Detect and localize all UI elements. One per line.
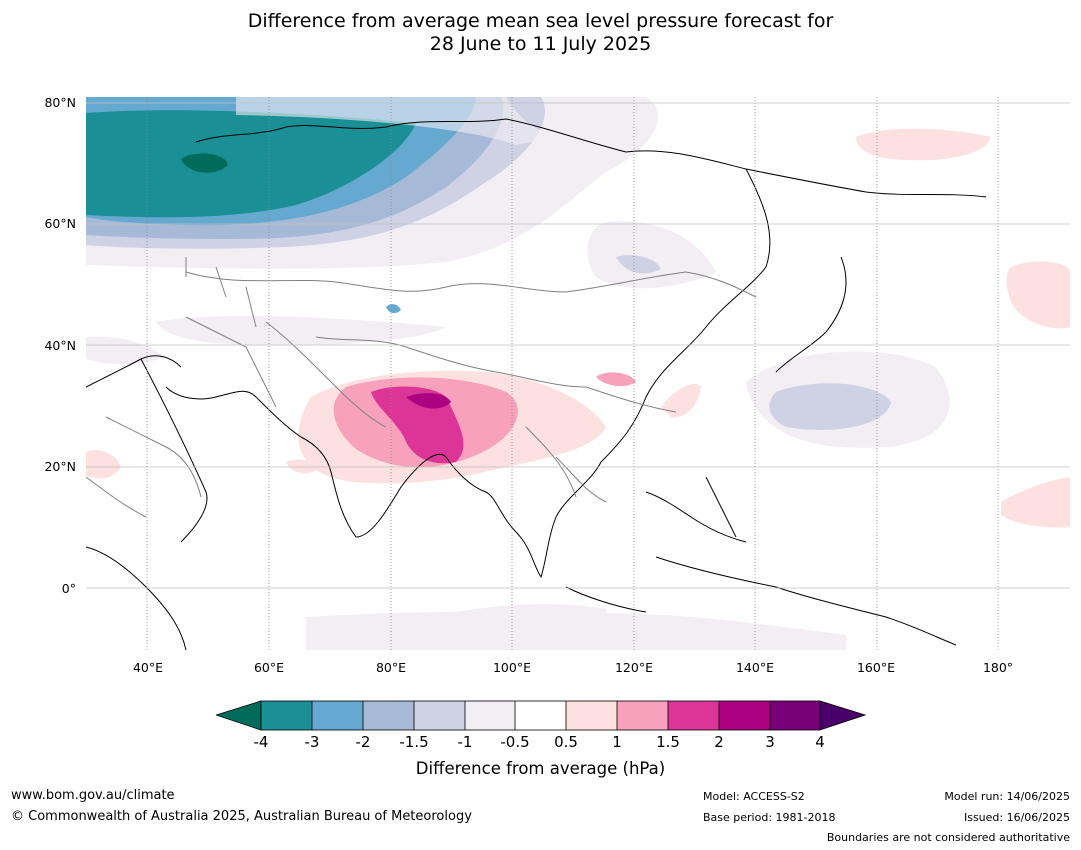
footer-issued: Issued: 16/06/2025 <box>963 811 1070 824</box>
colorbar-tick: 1 <box>612 733 622 751</box>
colorbar-tick: -1.5 <box>399 733 429 751</box>
colorbar-under-triangle <box>216 700 262 731</box>
meridians <box>146 97 999 650</box>
colorbar-tick: 2 <box>714 733 724 751</box>
colorbar-over-triangle <box>819 700 866 731</box>
colorbar <box>216 700 866 731</box>
lon-label-100e: 100°E <box>492 660 531 675</box>
footer-disclaimer: Boundaries are not considered authoritat… <box>826 831 1070 844</box>
lon-label-40e: 40°E <box>132 660 164 675</box>
colorbar-tick: -1 <box>457 733 473 751</box>
lon-label-180: 180° <box>982 660 1014 675</box>
lat-label-80n: 80°N <box>44 95 76 110</box>
map-title: Difference from average mean sea level p… <box>0 10 1081 56</box>
colorbar-tick: 1.5 <box>656 733 680 751</box>
footer-base-period: Base period: 1981-2018 <box>703 811 836 824</box>
weak-anomalies <box>86 221 950 650</box>
lon-label-120e: 120°E <box>614 660 653 675</box>
colorbar-tick: -4 <box>253 733 269 751</box>
footer-copyright: © Commonwealth of Australia 2025, Austra… <box>11 809 472 824</box>
title-line-2: 28 June to 11 July 2025 <box>429 33 652 55</box>
footer-model-run: Model run: 14/06/2025 <box>944 790 1070 803</box>
lat-label-0: 0° <box>61 581 76 596</box>
footer-url[interactable]: www.bom.gov.au/climate <box>11 788 175 803</box>
positive-anomaly-south-asia <box>86 128 1070 528</box>
footer-model: Model: ACCESS-S2 <box>703 790 805 803</box>
lat-label-40n: 40°N <box>44 338 76 353</box>
lat-label-60n: 60°N <box>44 216 76 231</box>
coastlines <box>86 118 987 650</box>
colorbar-tick: 0.5 <box>554 733 578 751</box>
lat-label-20n: 20°N <box>44 459 76 474</box>
lon-label-160e: 160°E <box>856 660 895 675</box>
title-line-1: Difference from average mean sea level p… <box>247 10 834 32</box>
colorbar-tick: -0.5 <box>500 733 530 751</box>
lon-label-80e: 80°E <box>375 660 407 675</box>
colorbar-tick: 3 <box>765 733 775 751</box>
parallels <box>86 102 1070 589</box>
lon-label-60e: 60°E <box>253 660 285 675</box>
pressure-anomaly-map <box>86 97 1070 650</box>
lon-label-140e: 140°E <box>735 660 774 675</box>
colorbar-bins <box>261 701 820 730</box>
colorbar-tick: -3 <box>304 733 320 751</box>
negative-anomaly-north <box>86 97 659 269</box>
colorbar-tick: 4 <box>815 733 825 751</box>
country-borders <box>86 257 757 518</box>
colorbar-tick: -2 <box>355 733 371 751</box>
colorbar-label: Difference from average (hPa) <box>415 759 666 778</box>
